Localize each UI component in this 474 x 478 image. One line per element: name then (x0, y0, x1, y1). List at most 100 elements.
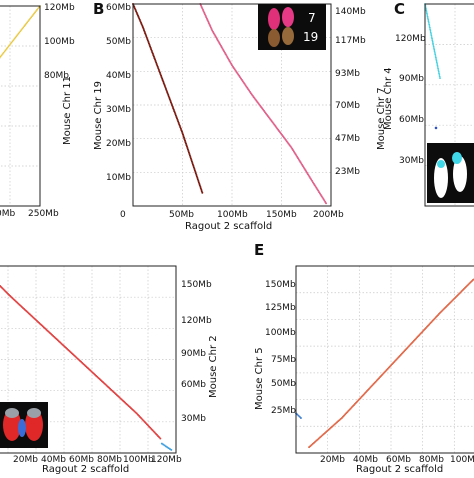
panel-c-series-0-point-29 (433, 49, 435, 51)
panel-e: E 150Mb 125Mb 100Mb 75Mb 50Mb 25Mb 20Mb … (254, 241, 474, 474)
panel-d: 150Mb 120Mb 90Mb 60Mb 30Mb 20Mb 40Mb 60M… (0, 265, 219, 474)
panel-d-ytick-1: 120Mb (181, 316, 212, 326)
panel-d-ytick-0: 150Mb (181, 280, 212, 290)
panel-a-marks (0, 5, 41, 84)
panel-c-series-0-point-38 (436, 63, 438, 65)
panel-c-series-0-point-7 (426, 14, 428, 16)
panel-b-ytick-left-1: 50Mb (106, 37, 131, 47)
panel-c-series-0-point-36 (436, 60, 438, 62)
panel-c-series-0-point-46 (439, 76, 441, 78)
panel-c-ytick-3: 30Mb (399, 156, 424, 166)
panel-a-ytick-1: 100Mb (44, 37, 75, 47)
panel-b: B 60Mb 50Mb 40Mb 30Mb 20Mb 10Mb 140Mb 11… (93, 0, 387, 232)
panel-c-series-0-point-34 (435, 57, 437, 59)
panel-b-ytick-left-3: 30Mb (106, 105, 131, 115)
panel-c-series-0-point-42 (438, 69, 440, 71)
panel-c-letter: C (394, 0, 405, 18)
chromosome-pink-2 (282, 7, 294, 27)
panel-b-ytick-right-1: 117Mb (335, 36, 366, 46)
panel-c-series-0-point-16 (429, 28, 431, 30)
panel-c: C 120Mb 90Mb 60Mb 30Mb Mouse Chr 4 (383, 0, 474, 206)
panel-e-ytick-1: 125Mb (265, 303, 296, 313)
panel-d-ylabel: Mouse Chr 2 (208, 335, 219, 398)
panel-b-xtick-0: 0 (120, 210, 126, 220)
panel-e-ytick-5: 25Mb (271, 406, 296, 416)
panel-c-series-0-point-41 (437, 68, 439, 70)
panel-c-series-0-point-39 (437, 65, 439, 67)
panel-b-xtick-1: 50Mb (169, 210, 194, 220)
chromosome-gray-band-2 (27, 408, 41, 418)
panel-e-ytick-2: 100Mb (265, 328, 296, 338)
panel-c-ytick-1: 90Mb (399, 74, 424, 84)
panel-b-ytick-left-0: 60Mb (106, 3, 131, 13)
panel-c-series-0-point-47 (439, 77, 441, 79)
panel-b-ytick-right-0: 140Mb (335, 7, 366, 17)
panel-d-xlabel: Ragout 2 scaffold (42, 464, 129, 474)
panel-c-series-0-point-35 (435, 58, 437, 60)
panel-c-series-0-point-5 (426, 11, 428, 13)
panel-c-series-0-point-28 (433, 47, 435, 49)
panel-c-series-0-point-27 (433, 46, 435, 48)
chromosome-cyan-band (452, 152, 462, 164)
panel-c-series-0-point-12 (428, 22, 430, 24)
chromosome-blue-band (18, 419, 26, 437)
panel-e-xlabel: Ragout 2 scaffold (356, 464, 443, 474)
panel-b-ytick-right-5: 23Mb (335, 167, 360, 177)
panel-a-grid (0, 6, 40, 206)
chromosome-gray-band-1 (5, 408, 19, 418)
panel-c-series-0-point-19 (430, 33, 432, 35)
panel-c-series-0-point-23 (431, 39, 433, 41)
panel-c-series-0-point-13 (428, 24, 430, 26)
panel-c-series-0-point-14 (429, 25, 431, 27)
panel-b-ylabel-left: Mouse Chr 19 (93, 81, 104, 150)
panel-c-series-0-point-25 (432, 42, 434, 44)
panel-c-series-0-point-21 (431, 36, 433, 38)
panel-c-series-0-point-9 (427, 17, 429, 19)
panel-e-marks (295, 271, 474, 448)
panel-c-ylabel: Mouse Chr 4 (383, 67, 394, 130)
panel-e-frame (296, 266, 474, 453)
panel-b-xtick-3: 150Mb (266, 210, 297, 220)
panel-b-ytick-right-2: 93Mb (335, 69, 360, 79)
panel-b-ytick-right-3: 70Mb (335, 101, 360, 111)
panel-e-ytick-3: 75Mb (271, 355, 296, 365)
panel-b-series-0-point-128 (201, 192, 203, 194)
panel-b-inset-label-19: 19 (303, 30, 318, 44)
panel-c-series-0-point-40 (437, 66, 439, 68)
panel-a-frame (0, 6, 40, 206)
panel-d-karyotype-inset (0, 402, 48, 448)
panel-e-ytick-4: 50Mb (271, 379, 296, 389)
panel-c-series-0-point-6 (426, 13, 428, 15)
panel-c-series-0-point-44 (438, 72, 440, 74)
panel-c-series-0-point-33 (435, 55, 437, 57)
panel-a: 120Mb 100Mb 80Mb 0Mb 250Mb Mouse Chr 11 (0, 3, 75, 219)
panel-b-xtick-2: 100Mb (217, 210, 248, 220)
panel-a-xtick-1: 250Mb (28, 209, 59, 219)
panel-c-series-0-point-30 (434, 50, 436, 52)
panel-a-xtick-0: 0Mb (0, 209, 15, 219)
panel-c-series-0-point-15 (429, 27, 431, 29)
panel-e-ylabel: Mouse Chr 5 (254, 347, 265, 410)
panel-c-series-0-point-4 (425, 9, 427, 11)
panel-c-outlier-point (435, 127, 438, 130)
chromosome-brown-1 (268, 29, 280, 47)
panel-d-xtick-5: 120Mb (151, 455, 182, 465)
panel-c-marks (424, 3, 441, 129)
panel-c-karyotype-inset (427, 143, 474, 203)
panel-b-ytick-left-5: 10Mb (106, 173, 131, 183)
panel-b-xtick-4: 200Mb (313, 210, 344, 220)
panel-e-letter: E (254, 241, 264, 259)
chromosome-pink-1 (268, 8, 280, 30)
panel-b-letter: B (93, 0, 104, 18)
panel-d-series-0-point-157 (159, 437, 161, 439)
panel-d-xtick-0: 20Mb (13, 455, 38, 465)
panel-e-xtick-4: 100Mb (450, 455, 474, 465)
panel-d-series-1-point-7 (170, 449, 172, 451)
panel-d-ytick-3: 60Mb (181, 380, 206, 390)
panel-b-inset-label-7: 7 (308, 11, 316, 25)
panel-b-series-1-point-148 (325, 202, 327, 204)
panel-c-series-0-point-20 (430, 35, 432, 37)
panel-a-ytick-0: 120Mb (44, 3, 75, 13)
panel-a-ylabel: Mouse Chr 11 (62, 76, 73, 145)
panel-b-karyotype-inset: 7 19 (258, 4, 326, 50)
